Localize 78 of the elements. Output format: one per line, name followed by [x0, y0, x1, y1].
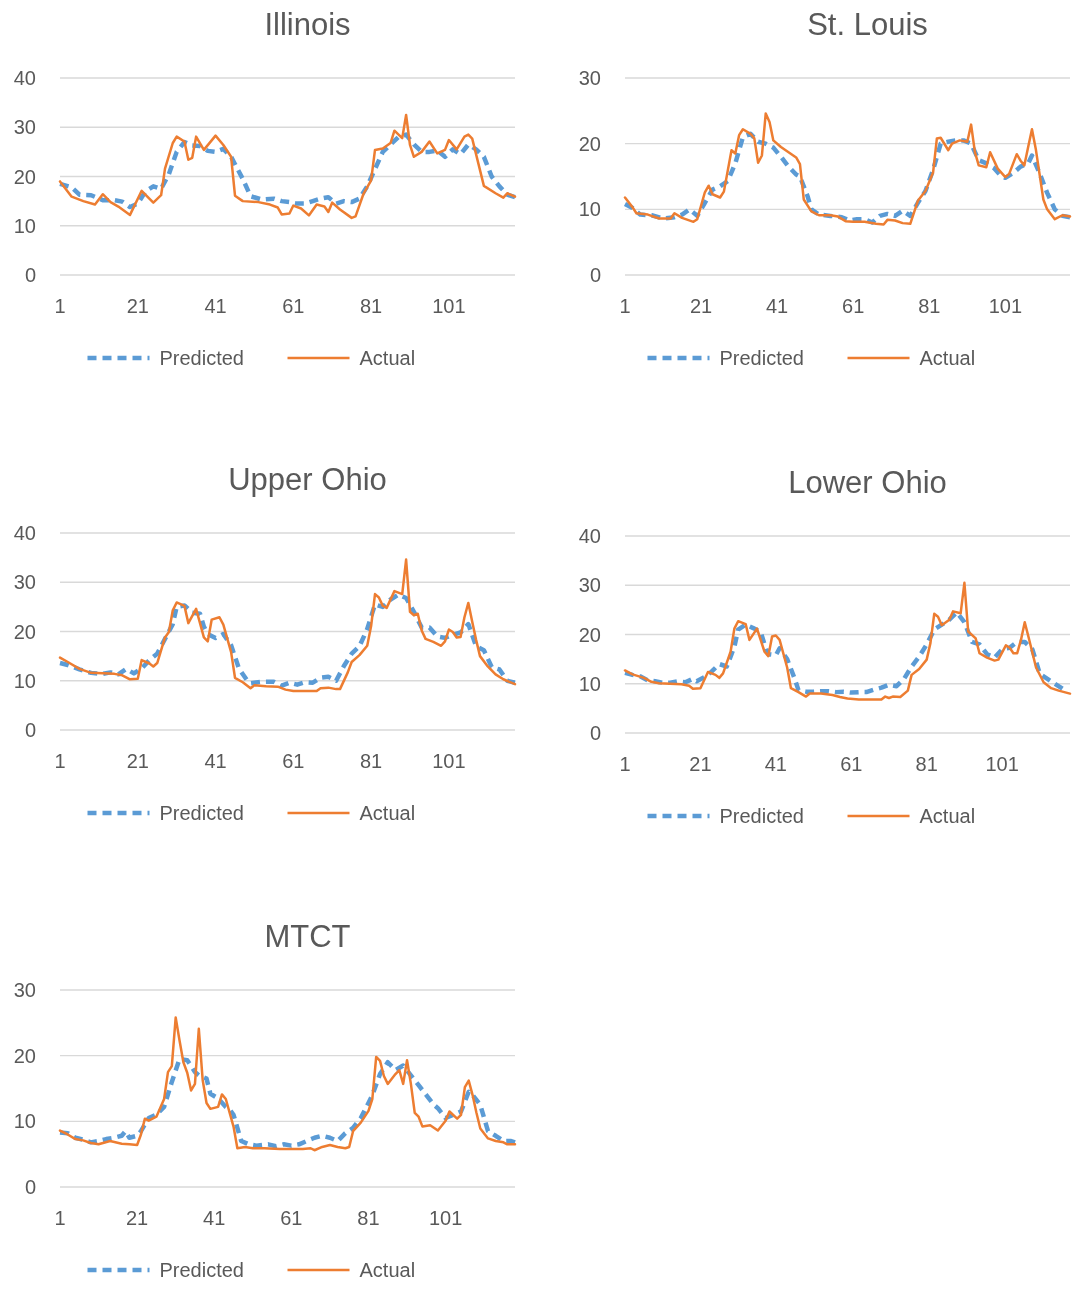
- legend-label: Predicted: [159, 347, 244, 369]
- y-tick-label: 20: [13, 620, 36, 643]
- x-tick-label: 41: [203, 1207, 226, 1229]
- x-tick-label: 21: [125, 1207, 149, 1229]
- x-tick-label: 61: [282, 295, 305, 317]
- y-tick-label: 0: [589, 722, 601, 744]
- y-tick-label: 10: [578, 198, 601, 221]
- x-tick-label: 81: [359, 750, 383, 772]
- line-series: [58, 1016, 517, 1152]
- x-tick-label: 21: [689, 753, 712, 775]
- x-tick-label: 101: [988, 295, 1023, 317]
- y-tick-label: 0: [589, 264, 601, 286]
- x-tick-label: 41: [204, 295, 227, 317]
- line-series: [58, 558, 517, 693]
- x-tick-label: 81: [359, 295, 383, 317]
- y-tick-label: 10: [13, 669, 36, 692]
- x-tick-label: 61: [840, 753, 863, 775]
- line-series: [623, 112, 1072, 226]
- y-tick-label: 30: [13, 116, 36, 139]
- x-tick-label: 81: [915, 753, 938, 775]
- y-tick-label: 30: [13, 979, 36, 1001]
- y-tick-label: 10: [13, 214, 36, 237]
- x-tick-label: 81: [357, 1207, 380, 1229]
- y-tick-label: 30: [578, 574, 601, 597]
- x-tick-label: 41: [764, 753, 787, 775]
- y-tick-label: 20: [13, 165, 36, 188]
- legend-label: Actual: [359, 347, 416, 369]
- chart-title: Upper Ohio: [228, 462, 387, 497]
- line-series: [623, 581, 1072, 701]
- x-tick-label: 1: [54, 1207, 66, 1229]
- y-tick-label: 30: [578, 67, 601, 89]
- x-tick-label: 61: [842, 295, 865, 317]
- chart-title: Lower Ohio: [788, 465, 947, 500]
- y-tick-label: 10: [578, 672, 601, 695]
- line-series: [622, 131, 1073, 225]
- y-tick-label: 0: [24, 1176, 36, 1198]
- y-tick-label: 20: [578, 132, 601, 155]
- x-tick-label: 41: [204, 750, 227, 772]
- x-tick-label: 1: [619, 295, 631, 317]
- y-tick-label: 10: [13, 1110, 36, 1133]
- line-series: [58, 113, 517, 220]
- y-tick-label: 20: [578, 623, 601, 646]
- chart-title: MTCT: [264, 919, 351, 954]
- legend-label: Actual: [919, 805, 976, 827]
- legend-label: Predicted: [719, 805, 804, 827]
- x-tick-label: 21: [126, 295, 149, 317]
- x-tick-label: 61: [280, 1207, 303, 1229]
- x-tick-label: 21: [126, 750, 149, 772]
- legend-label: Predicted: [719, 347, 804, 369]
- x-tick-label: 101: [432, 750, 466, 772]
- y-tick-label: 40: [13, 67, 36, 89]
- chart-title: Illinois: [264, 7, 351, 42]
- y-tick-label: 40: [578, 525, 601, 547]
- line-series: [622, 610, 1065, 695]
- legend-label: Predicted: [159, 1259, 244, 1281]
- x-tick-label: 41: [766, 295, 789, 317]
- line-series: [57, 592, 518, 688]
- x-tick-label: 61: [282, 750, 305, 772]
- x-tick-label: 21: [689, 295, 713, 317]
- x-tick-label: 1: [54, 750, 66, 772]
- x-tick-label: 1: [54, 295, 66, 317]
- y-tick-label: 40: [13, 522, 36, 544]
- y-tick-label: 30: [13, 571, 36, 594]
- y-tick-label: 20: [13, 1044, 36, 1067]
- chart-title: St. Louis: [807, 7, 928, 42]
- line-series: [57, 132, 518, 210]
- x-tick-label: 1: [619, 753, 631, 775]
- legend-label: Actual: [359, 802, 416, 824]
- legend-label: Actual: [919, 347, 976, 369]
- x-tick-label: 101: [428, 1207, 463, 1229]
- legend-label: Predicted: [159, 802, 244, 824]
- x-tick-label: 101: [432, 295, 466, 317]
- y-tick-label: 0: [24, 719, 36, 741]
- y-tick-label: 0: [24, 264, 36, 286]
- x-tick-label: 81: [918, 295, 941, 317]
- legend-label: Actual: [359, 1259, 416, 1281]
- x-tick-label: 101: [985, 753, 1019, 775]
- line-series: [57, 1056, 518, 1149]
